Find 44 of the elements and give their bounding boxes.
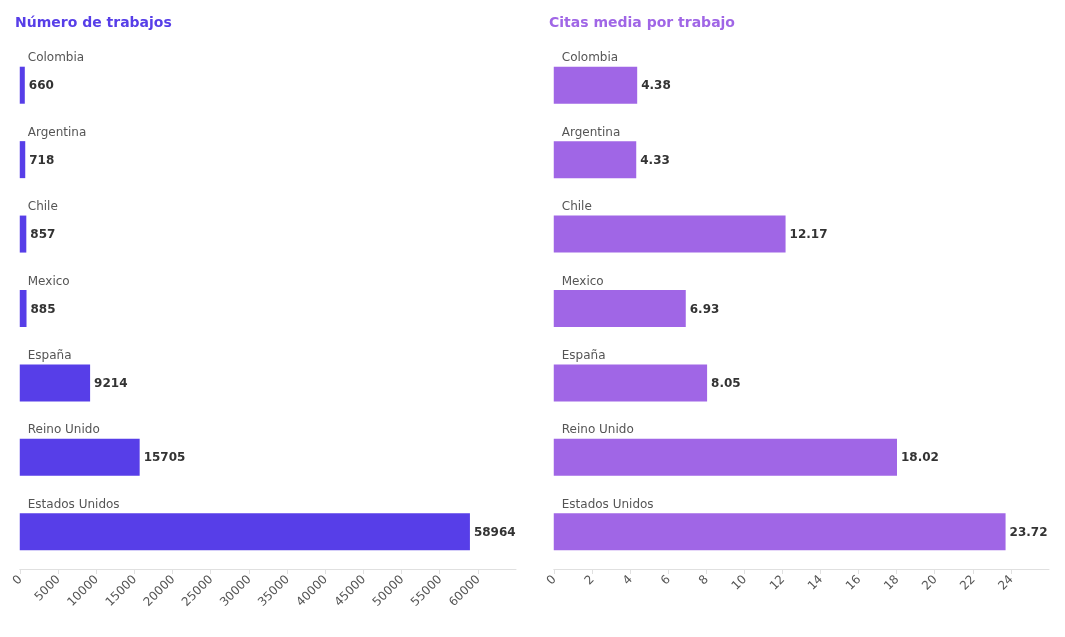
x-tick-label: 0: [9, 572, 25, 588]
x-tick-label: 22: [957, 572, 978, 593]
data-label: 15705: [143, 450, 186, 465]
y-tick-label: Estados Unidos: [27, 496, 120, 511]
y-tick-label: Mexico: [561, 273, 604, 288]
y-tick-label: Mexico: [27, 273, 70, 288]
data-label: 6.93: [689, 301, 720, 316]
x-tick-label: 14: [804, 572, 826, 593]
x-tick-label: 16: [842, 572, 864, 593]
x-tick-label: 24: [995, 572, 1016, 593]
x-tick-label: 2: [581, 572, 597, 588]
y-tick-label: Chile: [27, 199, 58, 214]
data-label: 8.05: [711, 375, 741, 390]
x-tick-label: 8: [695, 572, 712, 588]
data-label: 857: [30, 227, 56, 242]
data-label: 23.72: [1009, 524, 1048, 539]
data-label: 4.38: [641, 78, 671, 93]
x-tick-label: 4: [619, 572, 635, 588]
data-label: 12.17: [789, 227, 828, 242]
y-tick-label: Argentina: [27, 124, 87, 139]
data-label: 885: [30, 301, 56, 316]
y-tick-label: Reino Unido: [27, 422, 100, 437]
data-label: 18.02: [901, 450, 939, 465]
x-tick-label: 20: [918, 572, 940, 593]
y-tick-label: Colombia: [561, 50, 619, 65]
data-label: 718: [29, 152, 55, 167]
y-tick-label: España: [27, 347, 72, 362]
chart-title: Citas media por trabajo: [549, 14, 736, 30]
y-tick-label: Colombia: [27, 50, 85, 65]
x-tick-label: 10: [728, 572, 750, 593]
data-label: 9214: [94, 375, 128, 390]
x-tick-label: 12: [766, 572, 788, 593]
x-tick-label: 6: [657, 572, 673, 588]
y-tick-label: Chile: [561, 199, 592, 214]
y-tick-label: España: [561, 347, 606, 362]
data-label: 4.33: [640, 152, 670, 167]
y-tick-label: Reino Unido: [561, 422, 634, 437]
y-tick-label: Estados Unidos: [561, 496, 654, 511]
data-label: 58964: [473, 524, 516, 539]
data-label: 660: [28, 78, 54, 93]
x-tick-label: 18: [880, 572, 902, 593]
y-tick-label: Argentina: [561, 124, 621, 139]
chart-title: Número de trabajos: [15, 14, 172, 30]
x-tick-label: 0: [543, 572, 559, 588]
